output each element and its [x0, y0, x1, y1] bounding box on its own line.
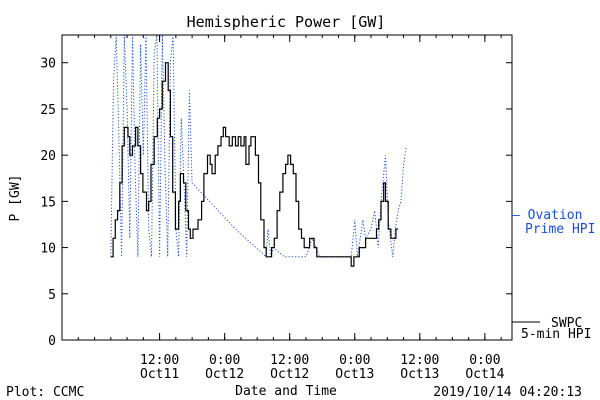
x-tick-label-date: Oct13 [335, 367, 374, 382]
x-tick-label-date: Oct11 [140, 367, 179, 382]
x-tick-label-time: 12:00 [140, 353, 179, 368]
y-tick-label: 10 [40, 242, 56, 257]
legend-swpc-line2: 5-min HPI [521, 327, 591, 342]
y-tick-label: 0 [48, 334, 56, 349]
ovation-prime-hpi-series-line [110, 35, 407, 258]
y-axis-label: P [GW] [8, 175, 23, 222]
x-tick-label-time: 0:00 [469, 353, 500, 368]
plot-frame [61, 34, 513, 341]
footer-timestamp: 2019/10/14 04:20:13 [433, 385, 582, 400]
y-tick-label: 25 [40, 103, 56, 118]
x-tick-label-date: Oct12 [205, 367, 244, 382]
plot-axes [61, 34, 513, 341]
axis-ticks: 05101520253012:00Oct110:00Oct1212:00Oct1… [40, 35, 512, 382]
legend-ovation-line2: Prime HPI [525, 222, 595, 237]
y-tick-label: 5 [48, 288, 56, 303]
y-tick-label: 15 [40, 195, 56, 210]
chart-title: Hemispheric Power [GW] [187, 13, 386, 31]
swpc-5-min-hpi-series-line [110, 62, 399, 267]
x-tick-label-time: 0:00 [209, 353, 240, 368]
legend-swpc-line1: SWPC [551, 316, 582, 331]
legend-ovation-line1: — Ovation [512, 208, 582, 223]
y-tick-label: 20 [40, 149, 56, 164]
x-tick-label-date: Oct14 [465, 367, 504, 382]
y-tick-label: 30 [40, 57, 56, 72]
series-lines [110, 35, 407, 267]
x-tick-label-time: 0:00 [339, 353, 370, 368]
x-tick-label-date: Oct12 [270, 367, 309, 382]
x-axis-label: Date and Time [235, 384, 337, 399]
x-tick-label-time: 12:00 [270, 353, 309, 368]
x-tick-label-date: Oct13 [400, 367, 439, 382]
x-tick-label-time: 12:00 [400, 353, 439, 368]
footer-plot-credit: Plot: CCMC [6, 385, 84, 400]
